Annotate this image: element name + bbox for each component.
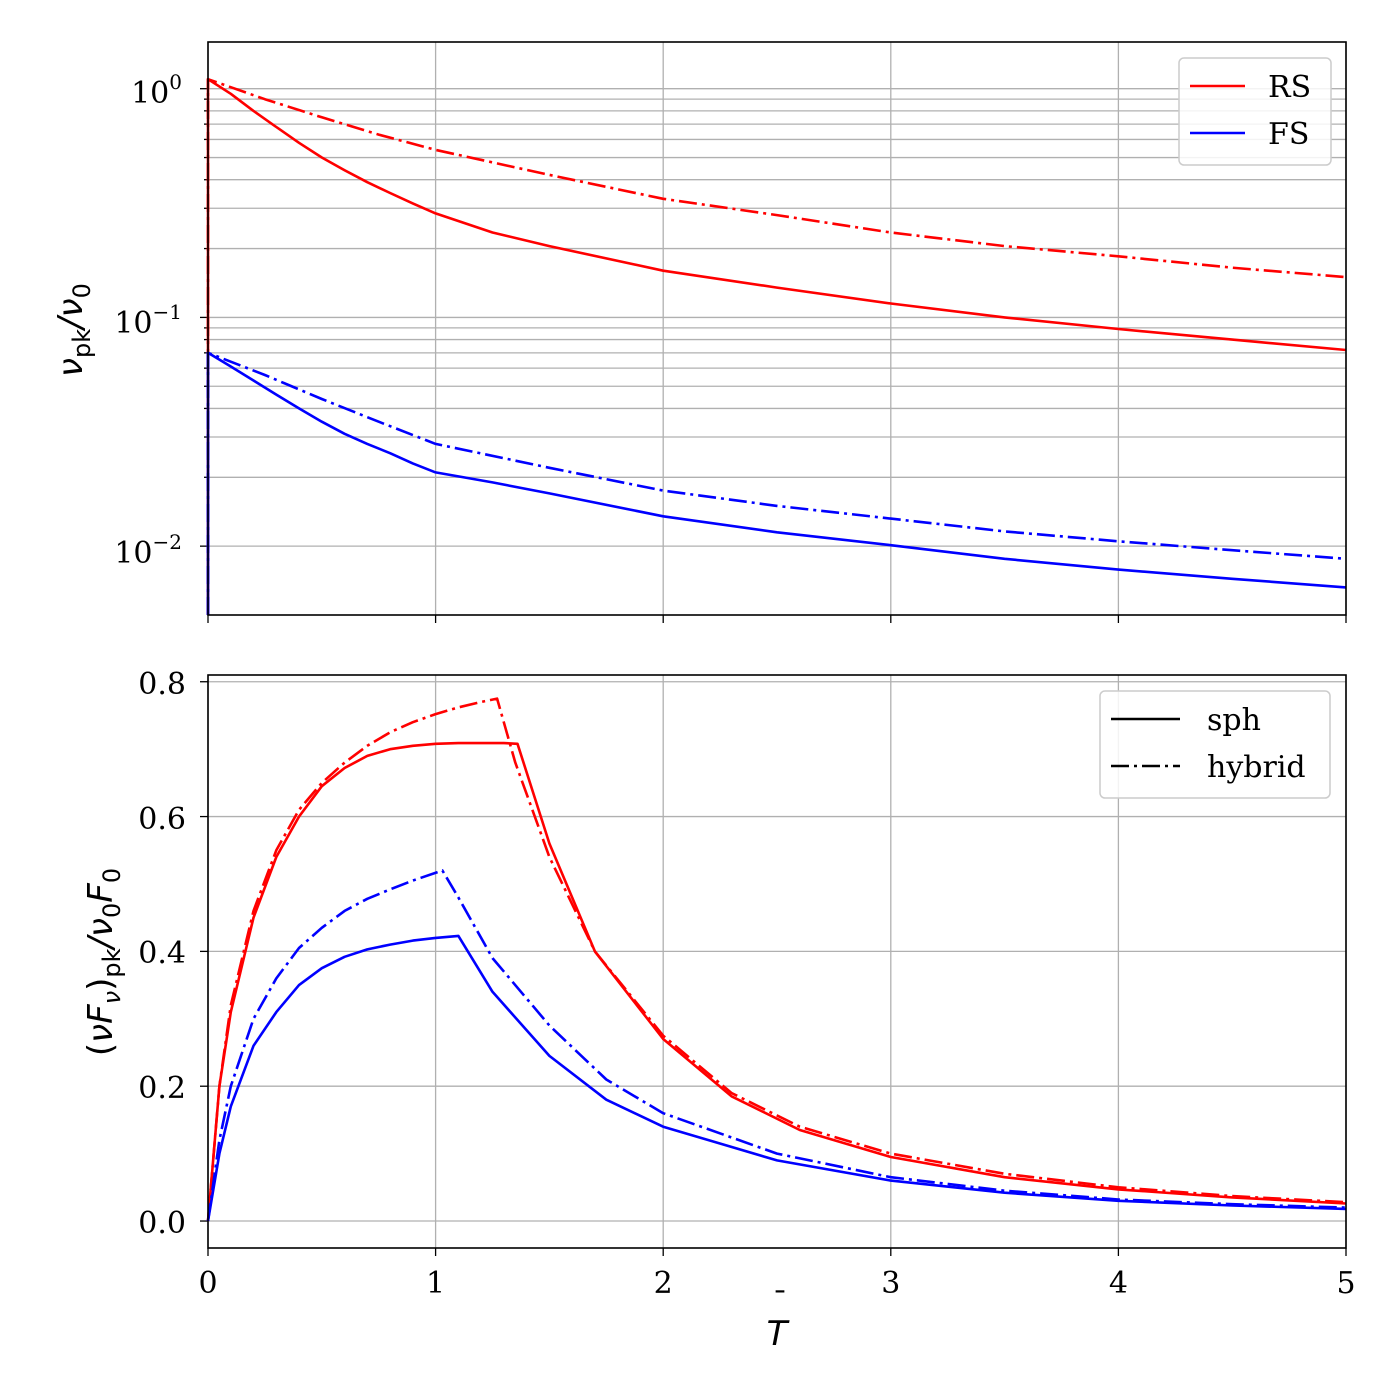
top-series-fs-hybrid [206,351,1347,615]
top-series-lines [206,77,1347,615]
top-gridlines [207,42,1347,615]
bottom-xtick-label-4: 4 [1109,1266,1128,1301]
top-y-axis-label: νpk/ν0 [51,283,96,377]
bottom-axes-frame [207,674,1347,1249]
bottom-xtick-label-5: 5 [1336,1266,1355,1301]
top-tick-labels: 100 10−1 10−2 [114,70,182,571]
bottom-gridlines [207,675,1347,1248]
top-legend: RS FS [1178,57,1332,166]
bottom-series-rs-hybrid [206,697,1347,1222]
top-ytick-label-1: 100 [131,70,182,111]
bottom-xtick-label-2: 2 [654,1266,673,1301]
bottom-series-lines [206,697,1347,1222]
top-series-rs-sph [206,77,1347,615]
top-panel: 100 10−1 10−2 νpk/ν0 RS FS [51,41,1347,623]
top-legend-label-rs: RS [1268,70,1311,105]
top-legend-label-fs: FS [1268,117,1309,152]
bottom-series-rs-sph [206,741,1347,1222]
bottom-ytick-label-0.8: 0.8 [138,667,186,702]
bottom-legend: sph hybrid [1099,690,1331,799]
bottom-x-axis-label-bar: ¯ [773,1286,788,1321]
bottom-legend-label-hybrid: hybrid [1207,750,1306,785]
bottom-xtick-label-0: 0 [198,1266,217,1301]
bottom-tick-marks [200,681,1347,1256]
bottom-legend-label-sph: sph [1207,703,1261,738]
bottom-ytick-label-0.4: 0.4 [138,936,186,971]
bottom-ytick-label-0.6: 0.6 [138,802,186,837]
bottom-tick-labels: 0.8 0.6 0.4 0.2 0.0 0 1 2 3 4 5 [138,667,1355,1301]
top-series-fs-sph [206,351,1347,615]
bottom-x-axis-label: T [767,1314,790,1354]
bottom-xtick-label-3: 3 [881,1266,900,1301]
top-ytick-label-0.1: 10−1 [114,300,182,341]
top-series-rs-hybrid [206,77,1347,615]
bottom-y-axis-label: (νFν)pk/ν0F0 [81,868,126,1056]
bottom-panel: 0.8 0.6 0.4 0.2 0.0 0 1 2 3 4 5 (νFν)pk/… [81,667,1356,1354]
top-axes-frame [207,41,1347,616]
top-ytick-label-0.01: 10−2 [114,530,182,571]
bottom-series-fs-sph [206,934,1347,1222]
bottom-ytick-label-0.2: 0.2 [138,1071,186,1106]
bottom-ytick-label-0.0: 0.0 [138,1206,186,1241]
bottom-series-fs-hybrid [206,869,1347,1222]
bottom-xtick-label-1: 1 [426,1266,445,1301]
top-tick-marks [200,88,1347,623]
